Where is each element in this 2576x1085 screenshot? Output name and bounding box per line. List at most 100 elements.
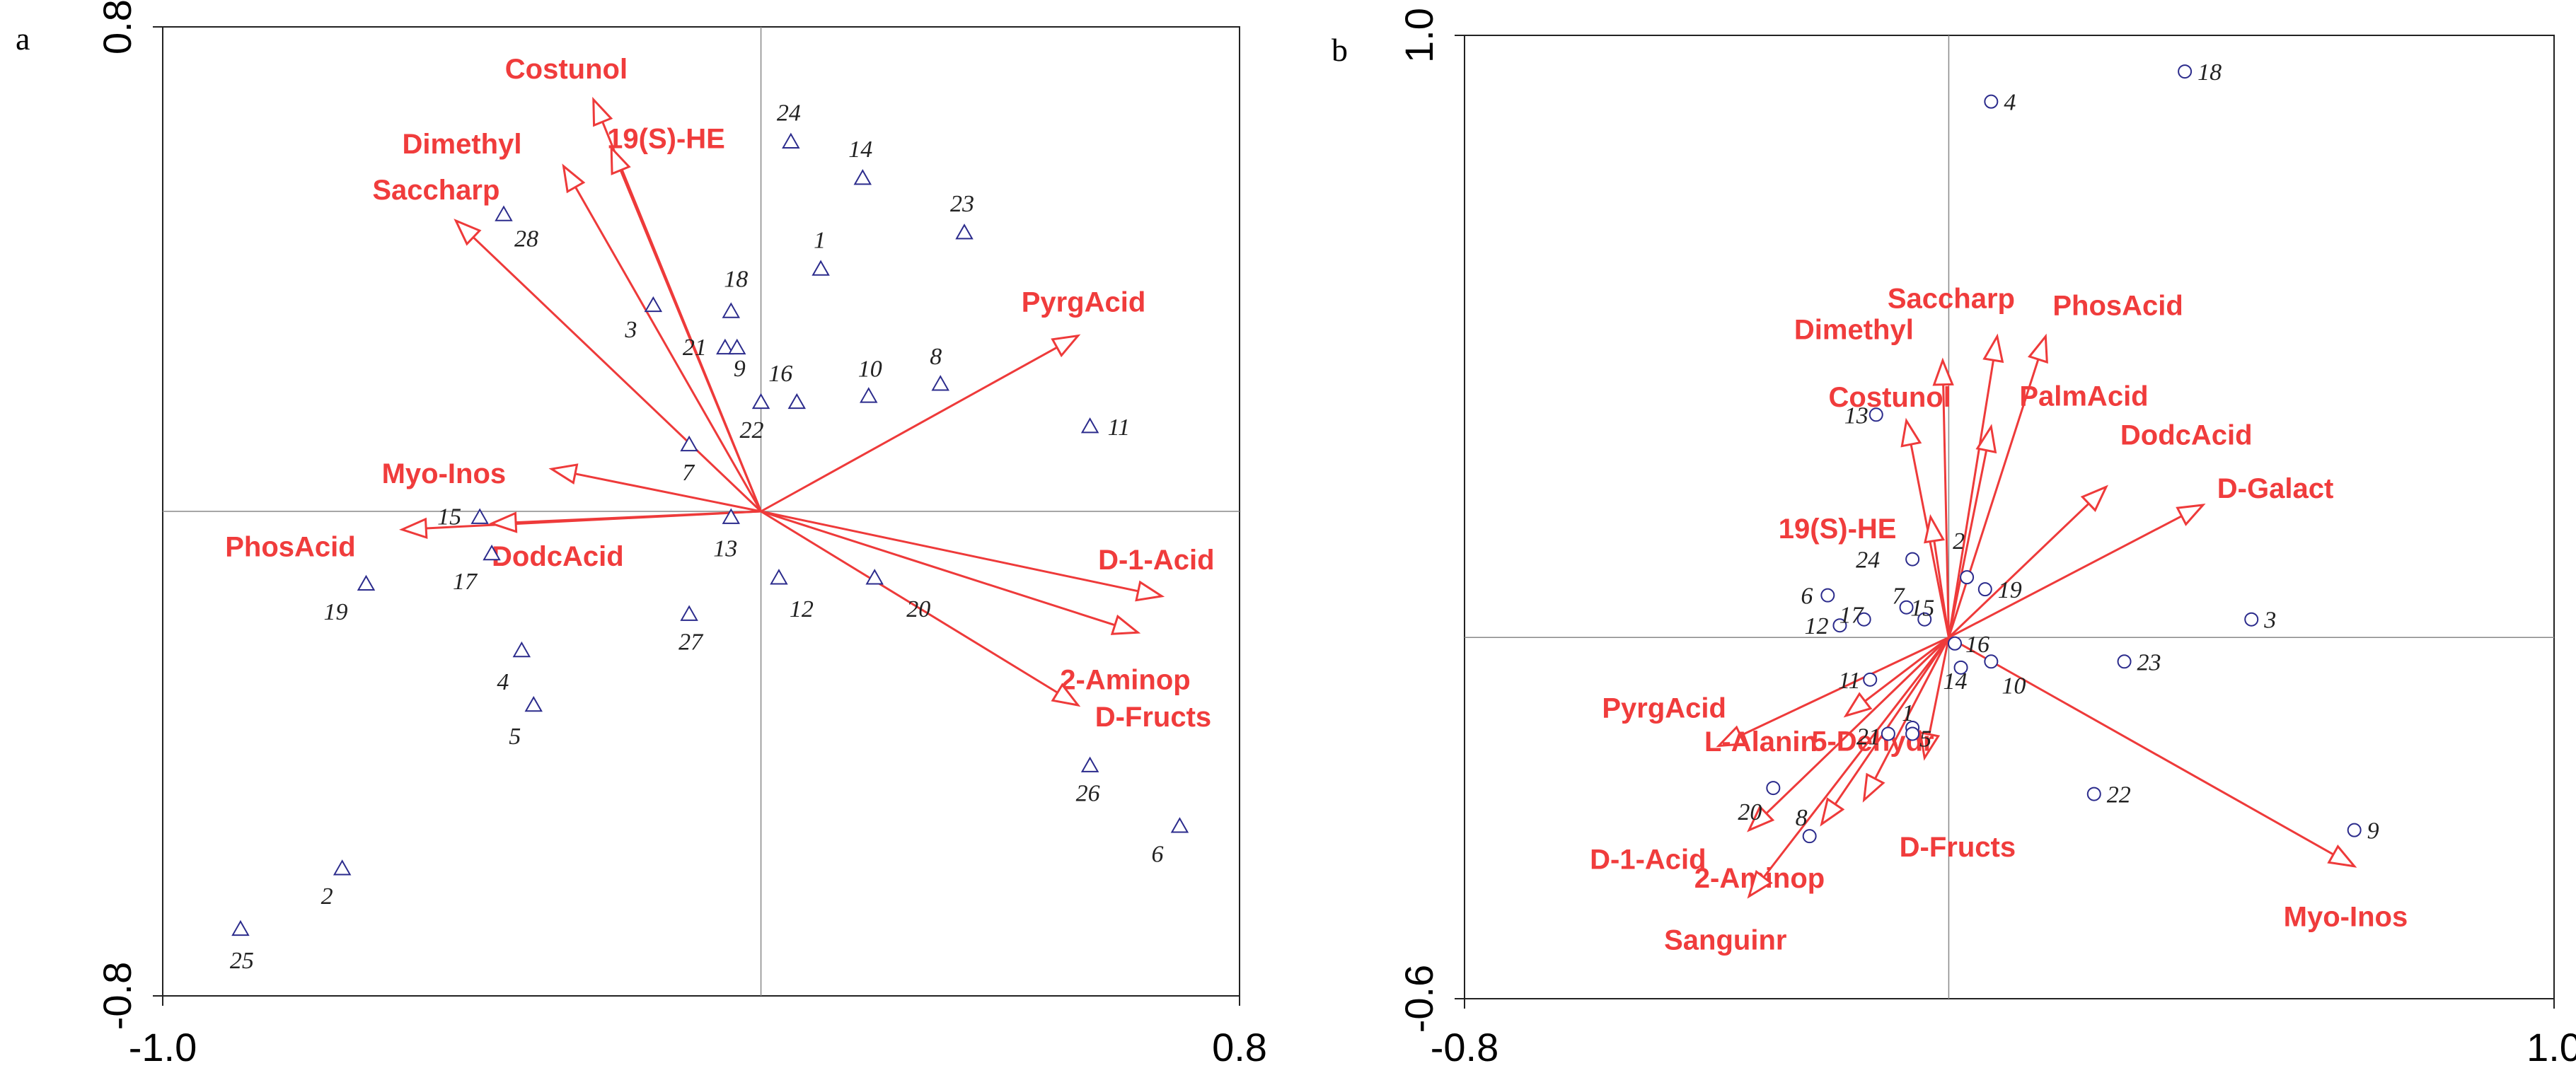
site-label: 19	[1998, 577, 2022, 603]
site-label: 15	[437, 504, 461, 530]
vector-arrowhead	[1975, 424, 1997, 454]
vector-label: DodcAcid	[492, 541, 624, 572]
site-marker	[1899, 600, 1914, 615]
site-marker	[787, 393, 807, 410]
vector-label: D-Galact	[2217, 473, 2334, 504]
site-marker	[751, 393, 770, 410]
site-label: 11	[1108, 414, 1130, 441]
vector-label: Dimethyl	[1794, 315, 1914, 346]
site-label: 28	[514, 226, 538, 252]
site-label: 10	[858, 356, 882, 382]
vector-line	[1874, 637, 1950, 779]
vector-label: D-Fructs	[1095, 702, 1211, 733]
site-marker	[812, 260, 830, 276]
site-marker	[1984, 654, 1999, 669]
vector-line	[1765, 637, 1950, 815]
vector-line	[1834, 637, 1950, 805]
site-label: 26	[1076, 781, 1100, 807]
vector-label: PyrgAcid	[1602, 692, 1726, 724]
vector-arrowhead	[592, 96, 613, 127]
site-marker	[1960, 570, 1975, 585]
site-label: 2	[321, 883, 333, 910]
site-marker	[1080, 417, 1099, 434]
vector-label: 2-Aminop	[1060, 664, 1190, 695]
site-marker	[1905, 726, 1920, 741]
site-label: 14	[848, 137, 872, 163]
vector-arrowhead	[2080, 485, 2108, 512]
site-marker	[2244, 612, 2259, 627]
plot-frame	[1464, 35, 2555, 999]
site-label: 21	[683, 335, 707, 361]
vector-line	[1942, 384, 1950, 638]
site-label: 16	[768, 361, 792, 387]
site-label: 19	[323, 599, 347, 625]
site-label: 1	[814, 228, 826, 254]
site-marker	[1869, 407, 1883, 422]
site-marker	[470, 508, 489, 524]
y-tick-label: -0.8	[95, 962, 139, 1031]
site-label: 15	[1910, 596, 1934, 622]
site-label: 3	[2263, 608, 2276, 634]
site-marker	[333, 859, 352, 876]
site-marker	[1977, 582, 1992, 597]
site-marker	[1905, 552, 1920, 567]
site-label: 16	[1965, 632, 1989, 658]
site-marker	[728, 338, 746, 355]
site-label: 1	[1902, 700, 1914, 726]
vector-line	[1947, 450, 1988, 638]
x-tick-label: -1.0	[129, 1025, 197, 1069]
site-label: 2	[1953, 528, 1965, 555]
vector-line	[1948, 359, 2040, 638]
site-label: 6	[1151, 841, 1163, 867]
vector-label: Dimethyl	[403, 129, 522, 160]
panel-b-letter: b	[1332, 32, 1348, 68]
site-marker	[1766, 781, 1781, 796]
site-marker	[357, 574, 376, 591]
site-label: 23	[950, 191, 974, 217]
vector-label: 19(S)-HE	[607, 123, 725, 154]
vector-line	[1928, 637, 1950, 735]
site-label: 24	[777, 100, 801, 127]
panel-a-letter: a	[16, 21, 30, 57]
vector-label: PhosAcid	[225, 532, 355, 563]
site-label: 22	[740, 417, 764, 443]
panel-b-chart: -0.8 1.0 1.0 -0.6 Saccharp PhosAcid Dimethyl Pa…	[1397, 8, 2576, 1069]
site-marker	[1953, 660, 1968, 675]
vector-arrowhead	[1924, 514, 1946, 544]
site-label: 18	[724, 266, 748, 292]
vector-line	[760, 510, 1058, 694]
vector-arrowhead	[399, 517, 428, 540]
vector-label: Myo-Inos	[2284, 902, 2408, 933]
site-label: 13	[713, 536, 737, 562]
x-tick-label: -0.8	[1431, 1025, 1499, 1069]
vector-line	[1933, 540, 1950, 638]
site-marker	[770, 569, 788, 585]
vector-label: 19(S)-HE	[1779, 514, 1897, 545]
vector-arrowhead	[1135, 580, 1165, 602]
vector-arrowhead	[1747, 869, 1773, 899]
site-label: 20	[1738, 799, 1762, 825]
site-label: 13	[1844, 402, 1869, 429]
x-tick-label: 0.8	[1212, 1025, 1267, 1069]
vector-arrowhead	[1051, 683, 1081, 707]
site-marker	[2347, 823, 2362, 837]
site-marker	[722, 508, 741, 524]
site-marker	[1948, 636, 1962, 651]
site-marker	[722, 302, 741, 318]
vector-arrowhead	[1862, 772, 1885, 803]
site-marker	[1917, 612, 1932, 627]
site-marker	[1080, 756, 1099, 772]
site-marker	[865, 569, 884, 585]
vector-line	[1864, 637, 1950, 702]
site-label: 3	[624, 317, 637, 343]
vector-label: Saccharp	[372, 175, 499, 206]
vector-line	[761, 510, 1139, 593]
vector-label: Costunol	[505, 54, 628, 85]
site-label: 12	[790, 596, 814, 622]
site-label: 27	[678, 629, 704, 656]
vector-label: PyrgAcid	[1022, 287, 1146, 318]
site-marker	[680, 435, 698, 452]
site-label: 17	[1839, 603, 1865, 629]
vector-label: D-1-Acid	[1590, 845, 1706, 876]
